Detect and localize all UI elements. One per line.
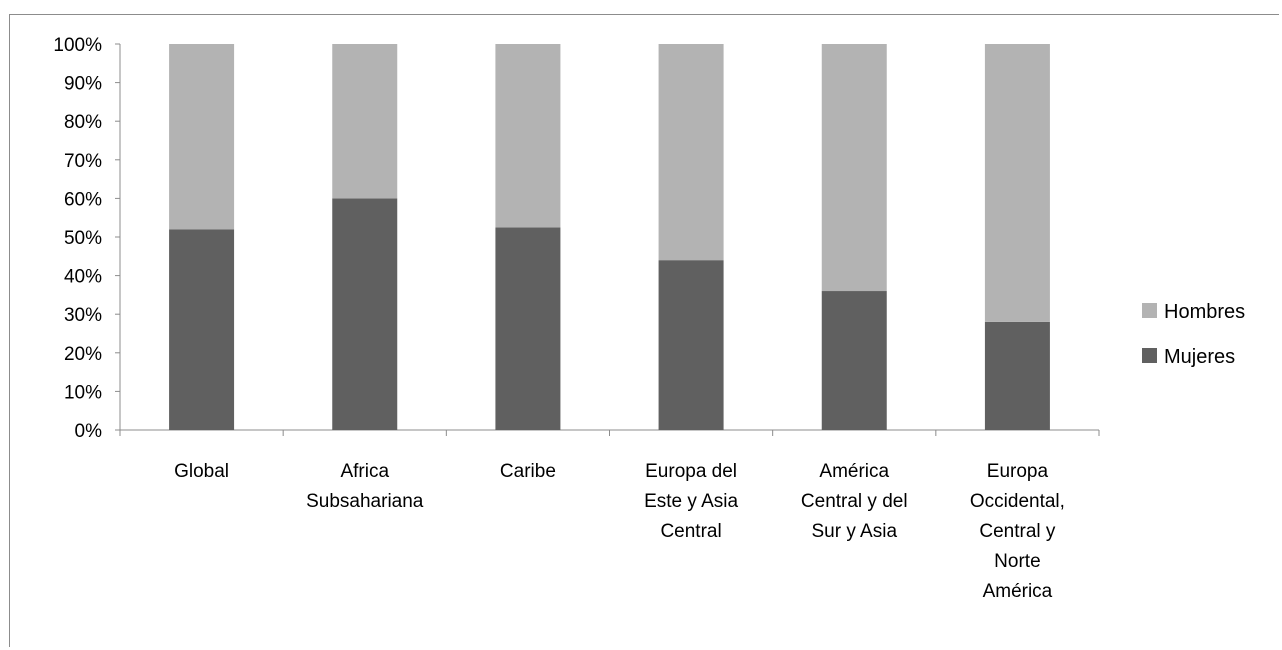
category-label: Global (174, 461, 229, 482)
bar-mujeres-2 (495, 227, 561, 430)
category-label-line: Central (660, 521, 721, 542)
y-tick-label: 90% (64, 74, 102, 95)
bars (169, 44, 1050, 430)
bar-mujeres-5 (984, 321, 1050, 430)
category-label-line: Europa del (645, 461, 737, 482)
category-label-line: Caribe (500, 461, 556, 482)
y-tick-label: 20% (64, 344, 102, 365)
bar-mujeres-0 (169, 229, 235, 430)
legend-label-mujeres: Mujeres (1164, 346, 1235, 368)
bar-hombres-3 (658, 44, 724, 261)
category-labels: Global Africa Subsahariana Caribe Europa del… (174, 461, 1065, 602)
bar-mujeres-4 (821, 291, 887, 430)
y-tick-label: 80% (64, 112, 102, 133)
y-tick-label: 70% (64, 151, 102, 172)
category-label-line: Global (174, 461, 229, 482)
x-axis (119, 429, 1100, 436)
category-label: Europa Occidental, Central y Norte América (970, 461, 1065, 602)
y-tick-label: 60% (64, 189, 102, 210)
y-tick-label: 100% (53, 35, 102, 56)
y-tick-label: 10% (64, 382, 102, 403)
bar-mujeres-3 (658, 260, 724, 430)
category-label-line: América (819, 461, 889, 482)
bar-hombres-4 (821, 44, 887, 292)
category-label: Africa Subsahariana (306, 461, 424, 512)
category-label-line: Occidental, (970, 491, 1065, 512)
bar-hombres-2 (495, 44, 561, 228)
category-label-line: Africa (340, 461, 389, 482)
y-tick-label: 0% (75, 421, 103, 442)
category-label-line: Este y Asia (644, 491, 738, 512)
category-label-line: Norte (994, 551, 1040, 572)
bar-hombres-0 (169, 44, 235, 230)
category-label: Caribe (500, 461, 556, 482)
bar-hombres-5 (984, 44, 1050, 322)
chart-frame (9, 14, 1279, 647)
y-tick-label: 50% (64, 228, 102, 249)
y-axis: 0% 10% 20% 30% 40% 50% 60% 70% 80% 90% 100% (53, 35, 121, 442)
category-label: Europa del Este y Asia Central (644, 461, 738, 542)
legend-label-hombres: Hombres (1164, 301, 1245, 323)
category-label-line: Europa (987, 461, 1049, 482)
y-tick-label: 30% (64, 305, 102, 326)
legend: Hombres Mujeres (1142, 301, 1245, 368)
legend-swatch-hombres (1142, 303, 1157, 318)
legend-swatch-mujeres (1142, 348, 1157, 363)
category-label-line: Subsahariana (306, 491, 424, 512)
y-tick-label: 40% (64, 267, 102, 288)
category-label-line: Sur y Asia (811, 521, 897, 542)
bar-hombres-1 (332, 44, 398, 199)
category-label-line: Central y del (801, 491, 908, 512)
category-label: América Central y del Sur y Asia (801, 461, 908, 542)
bar-mujeres-1 (332, 198, 398, 430)
category-label-line: Central y (979, 521, 1056, 542)
category-label-line: América (983, 581, 1053, 602)
